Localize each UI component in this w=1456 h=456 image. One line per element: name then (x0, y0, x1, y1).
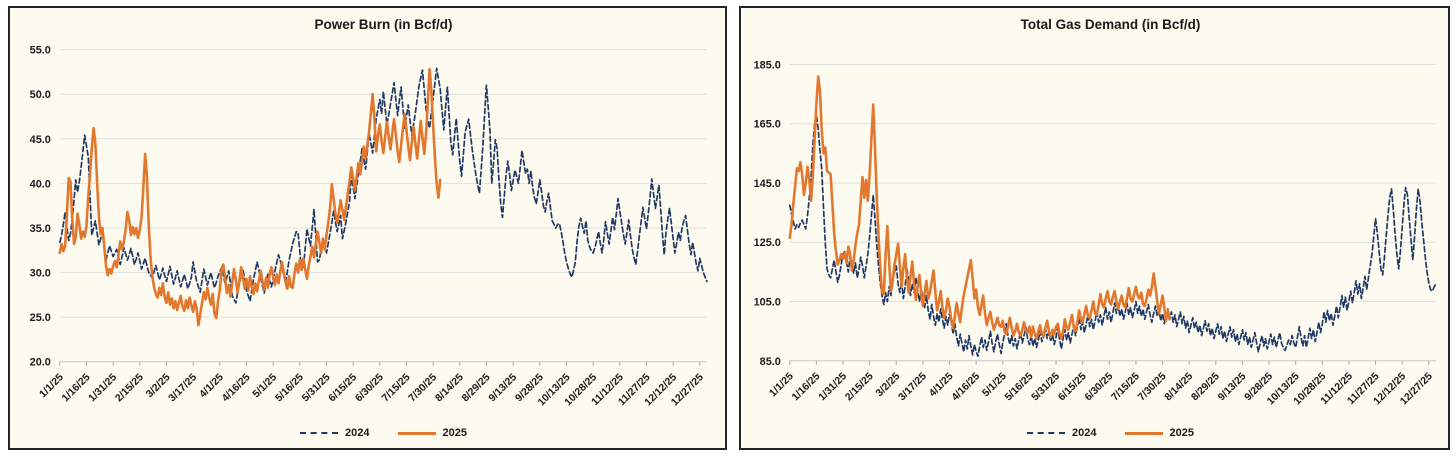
x-axis-tick-label: 5/16/25 (1003, 371, 1035, 403)
legend-item-2024: 2024 (300, 427, 370, 439)
y-axis-tick-label: 50.0 (30, 89, 51, 101)
legend-2025-solid-line-icon (397, 431, 436, 435)
total-gas-demand-legend: 2024 2025 (789, 427, 1432, 439)
y-axis-tick-label: 185.0 (754, 59, 781, 71)
y-axis-tick-label: 40.0 (30, 178, 51, 190)
total-gas-demand-chart-svg: 85.0105.0125.0145.0165.0185.01/1/251/16/… (754, 59, 1437, 407)
series-2025-line (58, 67, 442, 327)
x-axis-tick-label: 3/17/25 (167, 372, 199, 404)
x-axis-tick-label: 2/15/25 (114, 372, 146, 404)
x-axis-tick-label: 1/16/25 (790, 371, 822, 403)
series-2025-line (788, 75, 1171, 340)
x-axis-tick-label: 3/17/25 (897, 371, 929, 403)
x-axis-tick-label: 5/31/25 (300, 372, 332, 404)
power-burn-chart-svg: 20.025.030.035.040.045.050.055.01/1/251/… (30, 45, 708, 408)
y-axis-tick-label: 85.0 (760, 356, 781, 368)
x-axis-tick-label: 5/16/25 (274, 372, 306, 404)
x-axis-tick-label: 8/29/25 (460, 372, 492, 404)
legend-item-2025: 2025 (1124, 427, 1194, 439)
x-axis-tick-label: 7/30/25 (407, 372, 439, 404)
x-axis-tick-label: 8/14/25 (434, 372, 466, 404)
y-axis-tick-label: 25.0 (30, 312, 51, 324)
y-axis-tick-label: 55.0 (30, 45, 51, 57)
x-axis-tick-label: 7/15/25 (380, 372, 412, 404)
y-axis-tick-label: 45.0 (30, 134, 51, 146)
x-axis-tick-label: 6/15/25 (327, 372, 359, 404)
x-axis-tick-label: 4/16/25 (950, 371, 982, 403)
x-axis-tick-label: 9/13/25 (1216, 371, 1248, 403)
legend-item-2024: 2024 (1027, 427, 1097, 439)
x-axis-tick-label: 9/13/25 (487, 372, 519, 404)
x-axis-tick-label: 1/16/25 (60, 372, 92, 404)
total-gas-demand-chart-title: Total Gas Demand (in Bcf/d) (1020, 17, 1201, 32)
x-axis-tick-label: 1/31/25 (87, 372, 119, 404)
x-axis-tick-label: 1/31/25 (817, 371, 849, 403)
power-burn-chart-title: Power Burn (in Bcf/d) (314, 17, 453, 32)
series-2024-line (788, 113, 1437, 358)
y-axis-tick-label: 35.0 (30, 223, 51, 235)
y-axis-tick-label: 30.0 (30, 268, 51, 280)
legend-2025-label: 2025 (442, 427, 467, 439)
x-axis-tick-label: 2/15/25 (843, 371, 875, 403)
x-axis-tick-label: 8/29/25 (1190, 371, 1222, 403)
legend-item-2025: 2025 (397, 427, 467, 439)
y-axis-tick-label: 125.0 (754, 237, 781, 249)
power-burn-legend: 2024 2025 (58, 427, 709, 439)
total-gas-demand-chart-panel: Total Gas Demand (in Bcf/d) 85.0 105.0 125… (739, 6, 1450, 450)
x-axis-tick-label: 7/15/25 (1110, 371, 1142, 403)
x-axis-tick-label: 8/14/25 (1163, 371, 1195, 403)
legend-2024-dashed-line-icon (1027, 432, 1066, 434)
series-2024-line (58, 67, 708, 304)
y-axis-tick-label: 165.0 (754, 119, 781, 131)
legend-2024-label: 2024 (345, 427, 370, 439)
legend-2025-solid-line-icon (1124, 431, 1163, 435)
legend-2024-dashed-line-icon (300, 432, 339, 434)
legend-2025-label: 2025 (1169, 427, 1194, 439)
y-axis-tick-label: 105.0 (754, 296, 781, 308)
x-axis-tick-label: 5/31/25 (1030, 371, 1062, 403)
x-axis-tick-label: 6/30/25 (1083, 371, 1115, 403)
x-axis-tick-label: 7/30/25 (1136, 371, 1168, 403)
x-axis-tick-label: 6/15/25 (1056, 371, 1088, 403)
x-axis-tick-label: 6/30/25 (354, 372, 386, 404)
y-axis-tick-label: 145.0 (754, 178, 781, 190)
y-axis-tick-label: 20.0 (30, 357, 51, 369)
legend-2024-label: 2024 (1072, 427, 1097, 439)
x-axis-tick-label: 4/16/25 (220, 372, 252, 404)
power-burn-chart-panel: Power Burn (in Bcf/d) 20.0 25.0 30.0 35.0 40… (8, 6, 727, 450)
